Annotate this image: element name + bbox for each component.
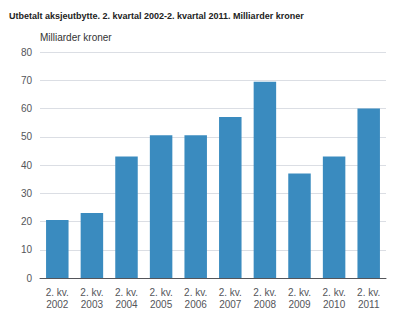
svg-text:2. kv.: 2. kv.: [219, 287, 242, 298]
svg-text:2. kv.: 2. kv.: [184, 287, 207, 298]
svg-text:40: 40: [21, 160, 33, 171]
svg-text:2009: 2009: [288, 299, 311, 310]
svg-text:2. kv.: 2. kv.: [253, 287, 276, 298]
svg-text:2. kv.: 2. kv.: [288, 287, 311, 298]
svg-text:Milliarder kroner: Milliarder kroner: [40, 32, 112, 43]
svg-text:70: 70: [21, 75, 33, 86]
svg-text:2. kv.: 2. kv.: [115, 287, 138, 298]
svg-text:2. kv.: 2. kv.: [323, 287, 346, 298]
svg-text:10: 10: [21, 244, 33, 255]
svg-text:2007: 2007: [219, 299, 242, 310]
svg-text:2. kv.: 2. kv.: [80, 287, 103, 298]
svg-text:2. kv.: 2. kv.: [46, 287, 69, 298]
svg-text:2011: 2011: [358, 299, 380, 310]
svg-text:80: 80: [21, 47, 33, 58]
svg-text:0: 0: [26, 273, 32, 284]
svg-text:50: 50: [21, 131, 33, 142]
svg-text:2004: 2004: [115, 299, 138, 310]
svg-text:Utbetalt aksjeutbytte. 2. kvar: Utbetalt aksjeutbytte. 2. kvartal 2002-2…: [9, 11, 304, 21]
svg-text:2003: 2003: [81, 299, 104, 310]
svg-text:20: 20: [21, 216, 33, 227]
svg-text:2010: 2010: [323, 299, 346, 310]
svg-text:2006: 2006: [185, 299, 208, 310]
svg-text:2008: 2008: [254, 299, 277, 310]
svg-text:2. kv.: 2. kv.: [150, 287, 173, 298]
svg-text:2. kv.: 2. kv.: [357, 287, 380, 298]
svg-text:60: 60: [21, 103, 33, 114]
svg-text:30: 30: [21, 188, 33, 199]
svg-text:2002: 2002: [46, 299, 69, 310]
svg-text:2005: 2005: [150, 299, 173, 310]
